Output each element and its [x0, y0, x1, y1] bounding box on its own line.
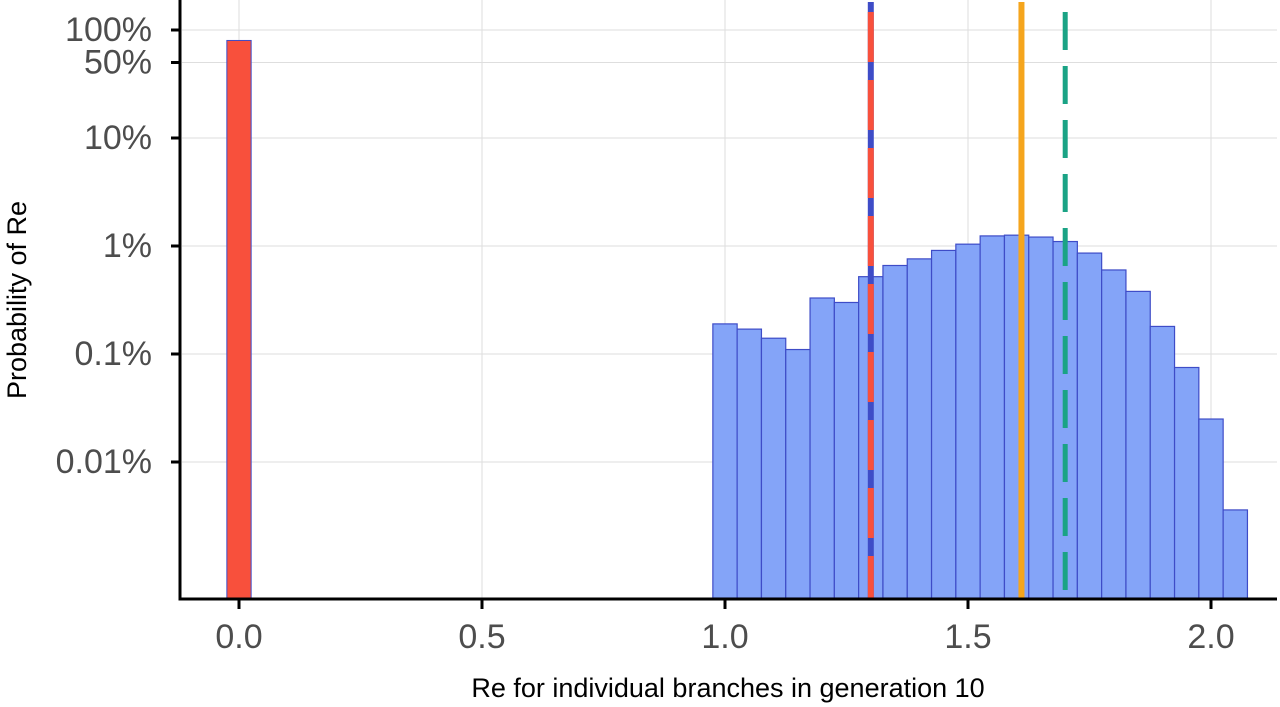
bar-21 [1222, 509, 1249, 599]
bar-9 [930, 249, 957, 599]
bar-11 [979, 235, 1006, 599]
x-axis-title: Re for individual branches in generation… [471, 673, 984, 703]
x-tick-label-0: 0.0 [215, 618, 262, 656]
bar-0 [712, 323, 738, 599]
x-tick-label-3: 1.5 [944, 618, 991, 656]
bar-3 [785, 348, 811, 599]
bar-zero [226, 39, 252, 599]
bar-15 [1076, 252, 1103, 599]
y-axis-title: Probability of Re [2, 201, 32, 399]
bar-7 [882, 264, 908, 599]
x-tick-label-4: 2.0 [1187, 618, 1234, 656]
bar-16 [1101, 269, 1127, 599]
axes [178, 0, 1277, 601]
bar-2 [760, 337, 787, 599]
bar-10 [955, 243, 981, 599]
y-tick-label-1: 0.1% [75, 335, 153, 373]
bar-4 [809, 297, 835, 599]
x-axis-ticks: 0.0 0.5 1.0 1.5 2.0 [215, 600, 1235, 656]
y-tick-label-3: 10% [84, 119, 152, 157]
bar-5 [833, 301, 860, 599]
bar-19 [1173, 366, 1200, 599]
y-axis-ticks: 0.01% 0.1% 1% 10% 50%100% [56, 11, 180, 481]
y-tick-label-4: 50% [84, 44, 152, 82]
bar-8 [906, 258, 933, 599]
bar-12 [1003, 234, 1030, 599]
bar-18 [1149, 325, 1176, 599]
y-tick-label-0: 0.01% [56, 443, 152, 481]
x-tick-label-2: 1.0 [701, 618, 748, 656]
bar-13 [1028, 236, 1054, 599]
bar-17 [1125, 290, 1151, 599]
y-tick-label-5: 100% [65, 11, 152, 49]
y-tick-label-2: 1% [103, 227, 152, 265]
histogram-bars [226, 39, 1249, 599]
bar-20 [1198, 418, 1224, 599]
bar-1 [736, 328, 763, 599]
reference-lines [867, 2, 1068, 598]
x-tick-label-1: 0.5 [458, 618, 505, 656]
